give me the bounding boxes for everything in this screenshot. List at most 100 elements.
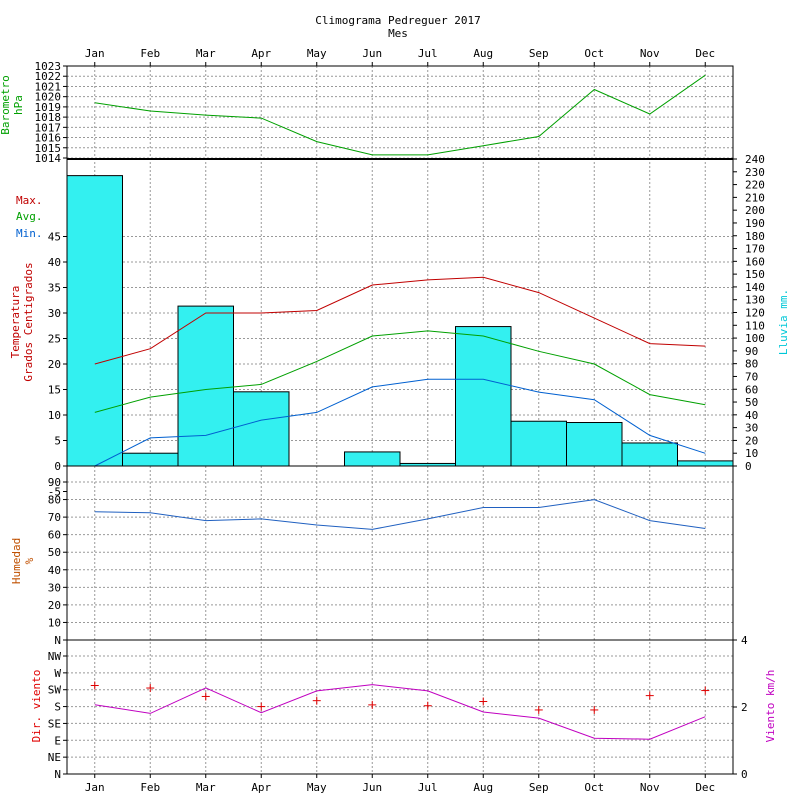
month-label-bottom: Oct: [584, 781, 604, 794]
rain-tick-label: 220: [745, 179, 765, 192]
rain-tick-label: 30: [745, 422, 758, 435]
rain-bar: [233, 391, 290, 467]
wind-direction-label: Dir. viento: [30, 670, 43, 743]
rain-bar: [510, 420, 567, 467]
wind-direction-tick-label: NE: [48, 751, 61, 764]
chart-title: Climograma Pedreguer 2017: [315, 14, 481, 27]
rain-tick-label: 20: [745, 434, 758, 447]
wind-direction-point: [645, 691, 654, 700]
temperature-tick-label: 10: [48, 409, 61, 422]
month-label-bottom: Feb: [140, 781, 160, 794]
humidity-axis-title: Humedad %: [10, 538, 36, 584]
wind-speed-axis-title: Viento km/h: [764, 670, 777, 743]
wind-direction-point: [534, 705, 543, 714]
month-label-top: Oct: [584, 47, 604, 60]
rain-bar: [455, 326, 512, 467]
wind-direction-tick-label: E: [54, 734, 61, 747]
month-label-top: Jan: [85, 47, 105, 60]
rain-tick-label: 200: [745, 204, 765, 217]
rain-tick-label: 0: [745, 460, 752, 473]
humidity-tick-label: 30: [48, 581, 61, 594]
temperature-tick-label: 0: [54, 460, 61, 473]
barometer-tick-label: 1015: [35, 142, 62, 155]
wind-direction-tick-label: SW: [48, 684, 62, 697]
wind-direction-tick-label: NW: [48, 650, 62, 663]
month-label-bottom: Mar: [196, 781, 216, 794]
temperature-label: Temperatura: [9, 286, 22, 359]
x-axis-label: Mes: [388, 27, 408, 40]
temperature-min-line: [94, 378, 706, 467]
wind-direction-tick-label: SE: [48, 717, 61, 730]
barometer-tick-label: 1020: [35, 91, 62, 104]
month-label-bottom: Apr: [251, 781, 271, 794]
month-label-top: Apr: [251, 47, 271, 60]
barometer-line: [94, 74, 706, 156]
rain-bar: [122, 452, 179, 467]
wind-direction-point: [479, 697, 488, 706]
rain-bar: [566, 422, 623, 467]
month-label-bottom: Sep: [529, 781, 549, 794]
month-label-bottom: Jul: [418, 781, 438, 794]
wind-direction-point: [257, 702, 266, 711]
month-label-top: Mar: [196, 47, 216, 60]
barometer-tick-label: 1023: [35, 60, 62, 73]
rain-bar: [66, 175, 123, 467]
month-label-bottom: Jan: [85, 781, 105, 794]
plot-frame: [66, 65, 734, 775]
wind-speed-tick-label: 2: [741, 701, 748, 714]
rain-bar: [177, 305, 234, 467]
wind-speed-line: [94, 684, 706, 740]
wind-direction-axis-title: Dir. viento: [30, 670, 43, 743]
humidity-tick-label: N: [54, 634, 61, 647]
rain-tick-label: 170: [745, 243, 765, 256]
rain-tick-label: 40: [745, 409, 758, 422]
wind-speed-label: Viento km/h: [764, 670, 777, 743]
wind-speed-tick-label: 0: [741, 768, 748, 781]
barometer-tick-label: 1014: [35, 152, 62, 165]
rain-tick-label: 140: [745, 281, 765, 294]
rain-tick-label: 190: [745, 217, 765, 230]
barometer-label: Barometro: [0, 75, 12, 135]
humidity-unit-label: %: [23, 557, 36, 564]
temperature-tick-label: 40: [48, 256, 61, 269]
temperature-tick-label: 35: [48, 282, 61, 295]
rain-label: Lluvia mm.: [777, 289, 790, 355]
humidity-tick-label: 70: [48, 511, 61, 524]
wind-direction-point: [312, 696, 321, 705]
wind-direction-point: [146, 684, 155, 693]
wind-direction-tick-label: N: [54, 768, 61, 781]
wind-direction-tick-label: S: [54, 701, 61, 714]
humidity-tick-label: 80: [48, 494, 61, 507]
rain-tick-label: 130: [745, 294, 765, 307]
wind-speed-tick-label: 4: [741, 634, 748, 647]
month-label-top: Feb: [140, 47, 160, 60]
month-label-bottom: Jun: [362, 781, 382, 794]
temperature-max-line: [94, 276, 706, 365]
rain-tick-label: 180: [745, 230, 765, 243]
month-label-top: Jun: [362, 47, 382, 60]
wind-direction-point: [90, 681, 99, 690]
rain-tick-label: 240: [745, 153, 765, 166]
barometer-axis-title: Barometro hPa: [0, 75, 25, 135]
humidity-tick-label: 10: [48, 616, 61, 629]
temperature-tick-label: -5: [48, 486, 61, 499]
barometer-tick-label: 1022: [35, 70, 62, 83]
temperature-tick-label: 25: [48, 333, 61, 346]
month-label-top: Jul: [418, 47, 438, 60]
series-lines: [90, 74, 710, 740]
month-label-bottom: Nov: [640, 781, 660, 794]
legend-min: Min.: [16, 227, 43, 240]
rain-tick-label: 160: [745, 255, 765, 268]
rain-bar: [344, 451, 401, 467]
month-label-bottom: Dec: [695, 781, 715, 794]
barometer-tick-label: 1018: [35, 111, 62, 124]
wind-direction-point: [590, 705, 599, 714]
rain-tick-label: 210: [745, 191, 765, 204]
rain-axis-title: Lluvia mm.: [777, 289, 790, 355]
temperature-tick-label: 15: [48, 384, 61, 397]
temperature-tick-label: 5: [54, 435, 61, 448]
humidity-label: Humedad: [10, 538, 23, 584]
month-label-top: Sep: [529, 47, 549, 60]
